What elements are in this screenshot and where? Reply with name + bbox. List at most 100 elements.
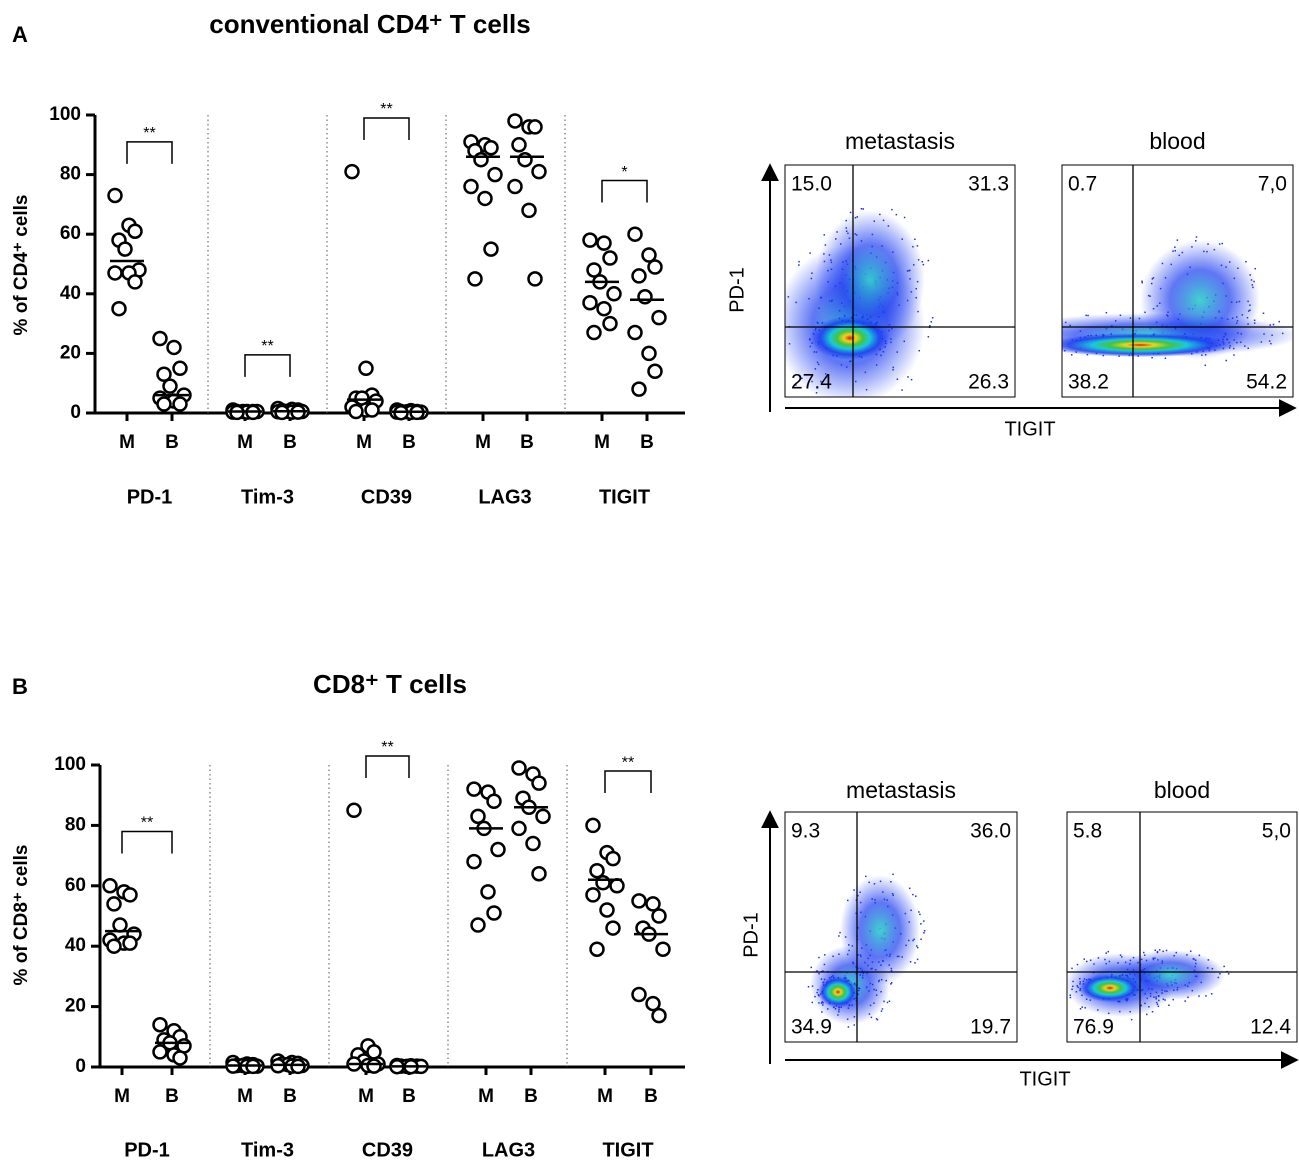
event-dot	[1130, 1018, 1133, 1021]
quadrant-value: 15.0	[791, 173, 832, 196]
event-dot	[908, 887, 911, 890]
quadrant-value: 9.3	[791, 820, 820, 843]
event-dot	[858, 987, 860, 989]
event-dot	[1047, 321, 1049, 323]
event-dot	[1158, 999, 1160, 1002]
data-point	[641, 247, 657, 263]
event-dot	[916, 958, 919, 961]
data-point	[486, 905, 502, 921]
event-dot	[809, 252, 811, 254]
event-dot	[1210, 993, 1213, 995]
event-dot	[1105, 311, 1108, 314]
y-tick-label: 60	[65, 875, 86, 896]
panel-label: B	[12, 674, 28, 699]
data-point	[647, 259, 663, 275]
event-dot	[1076, 985, 1078, 987]
group-label: CD39	[361, 486, 412, 508]
density-cloud	[818, 976, 858, 1008]
event-dot	[849, 360, 851, 363]
x-axis-label: TIGIT	[1004, 418, 1055, 440]
event-dot	[809, 339, 811, 341]
event-dot	[881, 1008, 884, 1010]
event-dot	[795, 384, 797, 386]
event-dot	[892, 873, 894, 876]
x-axis-label: TIGIT	[1019, 1068, 1070, 1090]
event-dot	[929, 325, 931, 327]
event-dot	[920, 923, 922, 925]
data-point	[112, 917, 128, 933]
event-dot	[1118, 1001, 1121, 1003]
data-point	[507, 178, 523, 195]
data-point	[473, 151, 489, 168]
data-point	[344, 163, 360, 180]
data-point	[631, 893, 647, 909]
event-dot	[1083, 958, 1086, 960]
event-dot	[860, 207, 863, 210]
significance-bracket	[363, 117, 410, 140]
data-point	[486, 793, 502, 809]
y-tick-label: 20	[60, 342, 81, 363]
quadrant-value: 54.2	[1246, 371, 1287, 394]
event-dot	[862, 208, 864, 210]
event-dot	[839, 931, 841, 934]
event-dot	[1048, 340, 1050, 342]
event-dot	[873, 988, 875, 991]
event-dot	[850, 360, 852, 362]
event-dot	[817, 988, 819, 991]
significance-bracket	[126, 141, 173, 164]
data-point	[602, 250, 618, 266]
event-dot	[1075, 991, 1078, 993]
event-dot	[876, 1018, 879, 1021]
event-dot	[822, 1002, 824, 1004]
significance-label: *	[621, 164, 627, 181]
data-point	[631, 381, 647, 397]
event-dot	[1236, 341, 1238, 344]
event-dot	[847, 1026, 850, 1028]
data-point	[106, 896, 122, 912]
data-point	[348, 403, 364, 420]
data-point	[647, 363, 663, 380]
data-point	[470, 917, 486, 933]
event-dot	[895, 213, 898, 216]
event-dot	[1034, 341, 1036, 343]
data-point	[152, 1016, 168, 1033]
y-tick-label: 40	[65, 935, 86, 956]
data-point	[172, 396, 188, 412]
event-dot	[927, 259, 930, 262]
data-point	[172, 360, 188, 377]
event-dot	[1164, 357, 1167, 360]
event-dot	[810, 966, 813, 969]
density-cloud	[1115, 950, 1225, 1000]
event-dot	[811, 1001, 814, 1004]
plot-frame	[784, 811, 1018, 1043]
data-point	[586, 324, 602, 341]
data-point	[511, 820, 527, 837]
event-dot	[1006, 329, 1008, 331]
data-point	[627, 226, 643, 242]
event-dot	[818, 956, 820, 959]
data-point	[596, 235, 612, 251]
data-point	[127, 274, 143, 290]
data-point	[527, 119, 543, 135]
quadrant-value: 0.7	[1068, 173, 1097, 196]
event-dot	[853, 1024, 856, 1026]
event-dot	[914, 962, 916, 964]
event-dot	[1089, 999, 1092, 1001]
event-dot	[855, 314, 858, 316]
event-dot	[857, 993, 859, 995]
quadrant-value: 5.8	[1073, 820, 1102, 843]
data-point	[511, 137, 527, 153]
event-dot	[832, 975, 834, 977]
data-point	[117, 241, 133, 257]
chart-title: conventional CD4⁺ T cells	[209, 9, 530, 39]
event-dot	[816, 991, 818, 994]
event-dot	[990, 340, 992, 342]
data-point	[637, 289, 653, 305]
group-label: TIGIT	[602, 1139, 653, 1161]
event-dot	[1227, 973, 1230, 975]
event-dot	[1204, 354, 1207, 356]
significance-bracket	[604, 770, 652, 794]
data-point	[166, 339, 182, 356]
data-point	[631, 268, 647, 284]
event-dot	[923, 920, 925, 922]
